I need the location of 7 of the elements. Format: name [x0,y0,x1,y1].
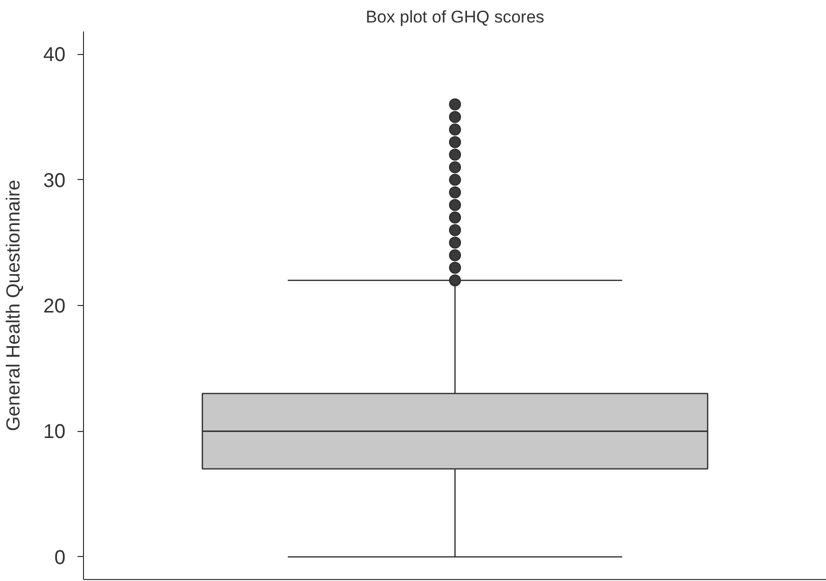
chart-title: Box plot of GHQ scores [366,8,544,26]
y-tick-label: 10 [43,421,66,444]
y-tick-label: 0 [54,546,66,569]
y-tick-label: 30 [43,170,66,192]
y-axis-title: General Health Questionnaire [3,180,24,432]
y-tick-label: 40 [43,44,66,66]
y-tick-label: 20 [43,296,66,318]
